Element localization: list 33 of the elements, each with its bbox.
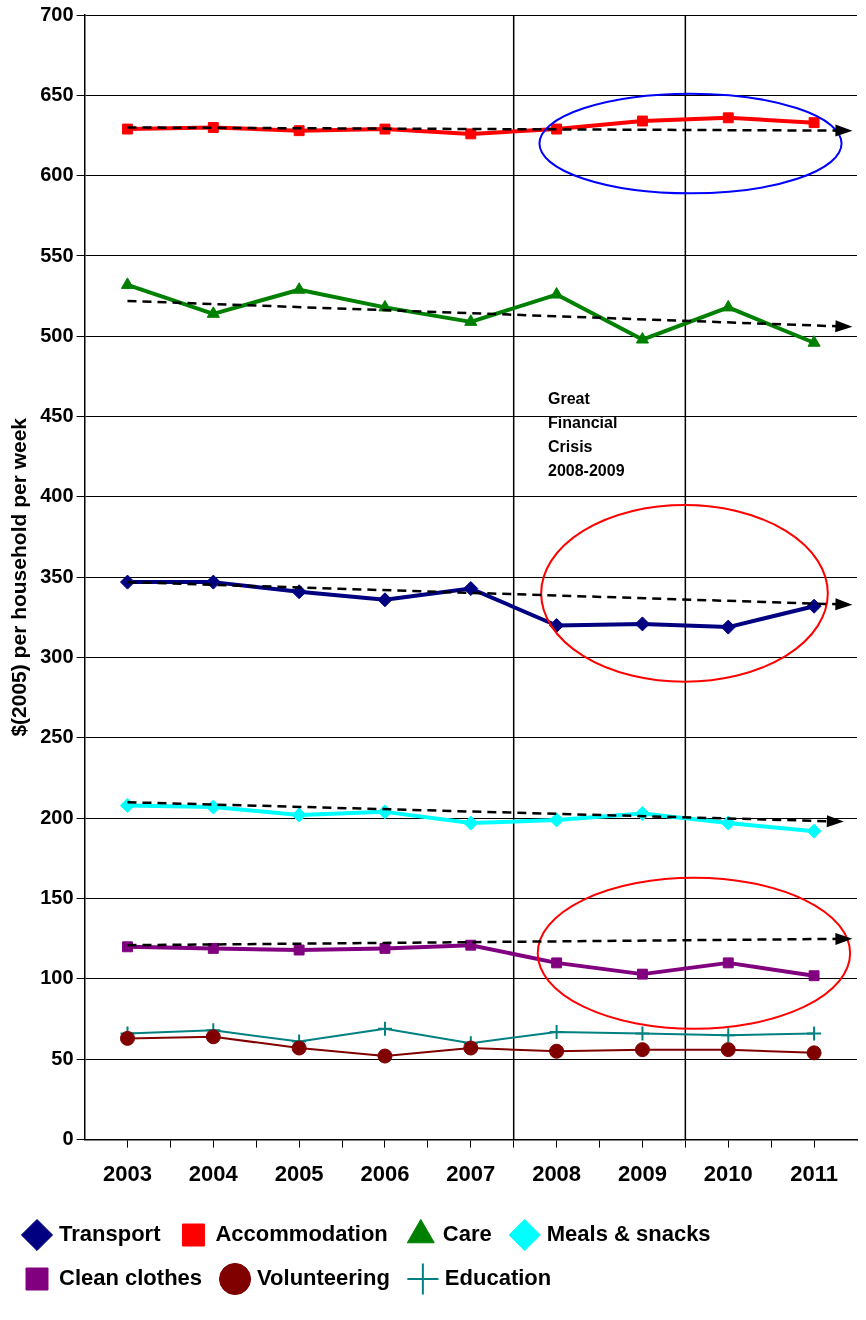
- legend-label: Transport: [59, 1221, 162, 1247]
- y-tick-label: 400: [40, 484, 74, 507]
- y-tick-label: 250: [40, 725, 74, 748]
- y-tick-label: 650: [40, 82, 74, 105]
- legend-label: Accommodation: [215, 1221, 388, 1247]
- x-tick-label: 2008: [532, 1160, 582, 1186]
- y-tick-label: 50: [51, 1046, 74, 1069]
- y-tick-label: 450: [40, 404, 74, 427]
- y-tick-label: 150: [40, 886, 74, 909]
- annotation: Great Financial Crisis 2008-2009: [548, 390, 625, 480]
- x-tick-label: 2005: [274, 1160, 324, 1186]
- y-tick-label: 350: [40, 564, 74, 587]
- x-tick-label: 2003: [103, 1160, 152, 1186]
- legend-label: Meals & snacks: [546, 1221, 711, 1247]
- legend-label: Clean clothes: [59, 1265, 203, 1291]
- y-tick-label: 300: [40, 645, 74, 668]
- x-tick-label: 2007: [446, 1160, 496, 1186]
- y-tick-label: 0: [62, 1127, 74, 1150]
- x-tick-label: 2010: [703, 1160, 753, 1186]
- y-tick-label: 500: [40, 323, 74, 346]
- x-tick-label: 2011: [790, 1160, 838, 1186]
- x-tick-label: 2009: [617, 1160, 667, 1186]
- legend-label: Education: [444, 1265, 552, 1291]
- y-tick-label: 600: [40, 163, 74, 186]
- x-tick-label: 2004: [188, 1160, 239, 1186]
- y-tick-label: 550: [40, 243, 74, 266]
- y-axis-title: $(2005) per household per week: [7, 417, 31, 737]
- y-tick-label: 100: [40, 966, 74, 989]
- legend-label: Volunteering: [257, 1265, 390, 1291]
- x-tick-label: 2006: [360, 1160, 410, 1186]
- legend-label: Care: [442, 1221, 492, 1247]
- y-tick-label: 700: [40, 2, 74, 25]
- y-tick-label: 200: [40, 805, 74, 828]
